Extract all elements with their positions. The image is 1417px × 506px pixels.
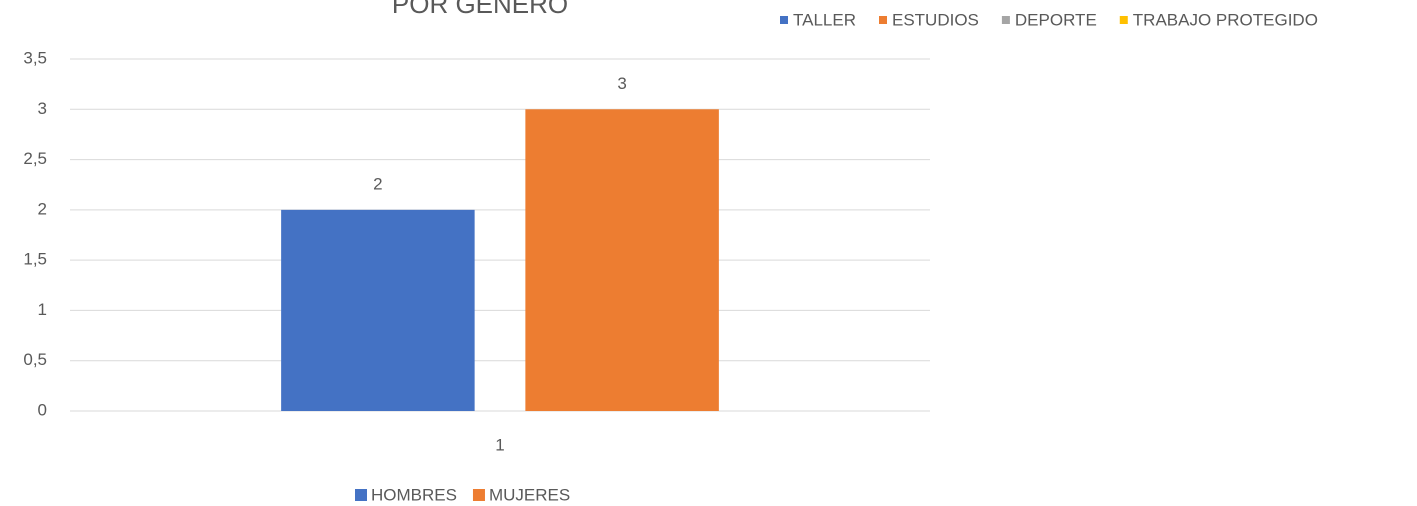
y-tick-label: 1 (38, 300, 47, 319)
legend-label: HOMBRES (371, 485, 457, 504)
chart-title: POR GENERO (392, 0, 568, 19)
data-label: 3 (617, 74, 626, 93)
y-tick-label: 3 (38, 99, 47, 118)
legend-label: ESTUDIOS (892, 10, 979, 29)
x-tick-label: 1 (495, 435, 504, 454)
legend-label: TALLER (793, 10, 856, 29)
legend-label: TRABAJO PROTEGIDO (1133, 10, 1318, 29)
y-tick-label: 3,5 (23, 48, 47, 67)
y-tick-label: 2 (38, 199, 47, 218)
legend-swatch (1119, 16, 1128, 24)
legend-label: DEPORTE (1015, 10, 1097, 29)
bar (281, 209, 475, 411)
bar (525, 109, 719, 412)
legend-label: MUJERES (489, 485, 570, 504)
y-tick-label: 2,5 (23, 149, 47, 168)
legend-swatch (1001, 16, 1010, 24)
legend-swatch (879, 16, 887, 24)
legend-swatch (780, 16, 788, 24)
y-tick-label: 0 (38, 400, 47, 419)
y-tick-label: 0,5 (23, 350, 47, 369)
legend-swatch (472, 489, 485, 501)
legend-swatch (355, 489, 367, 501)
data-label: 2 (373, 174, 382, 193)
y-tick-label: 1,5 (23, 250, 47, 269)
